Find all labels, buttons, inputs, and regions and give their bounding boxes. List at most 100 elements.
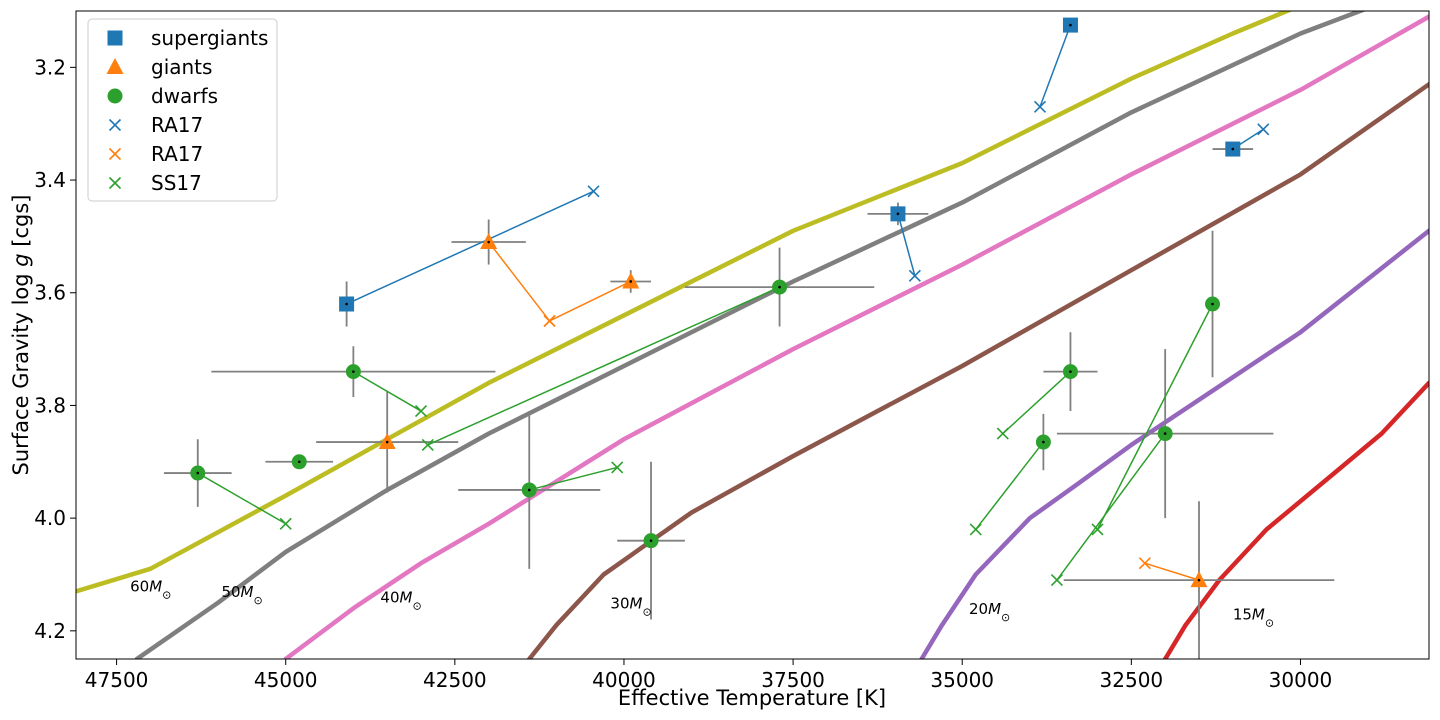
x-tick-label: 47500 (85, 668, 149, 692)
legend-label: SS17 (151, 171, 202, 195)
center-dot (778, 285, 781, 289)
connector-line (197, 472, 287, 525)
x-tick-label: 37500 (761, 668, 825, 692)
center-dot (1042, 440, 1045, 444)
mass-label-20: 20M⊙ (969, 600, 1010, 624)
mass-label-60: 60M⊙ (130, 577, 171, 601)
legend-marker-triangle (106, 58, 124, 74)
connector-line (1144, 562, 1200, 581)
center-dot (352, 370, 355, 373)
center-dot (649, 539, 653, 542)
y-tick-label: 3.4 (34, 168, 66, 192)
x-tick-label: 40000 (592, 668, 656, 692)
legend-marker-circle (107, 88, 123, 104)
x-axis-label: Effective Temperature [K] (618, 686, 886, 710)
y-tick-label: 3.8 (34, 393, 66, 417)
x-tick-label: 35000 (930, 668, 994, 692)
legend-marker-x (108, 176, 122, 190)
literature-connectors (197, 24, 1264, 581)
center-dot (896, 212, 900, 216)
track-50-msun (134, 11, 1367, 659)
literature-x-marker (996, 427, 1009, 440)
x-tick-label: 32500 (1100, 668, 1164, 692)
connector-line (1096, 303, 1214, 530)
legend-label: giants (151, 55, 212, 79)
legend-marker-square (107, 30, 123, 46)
legend-label: dwarfs (151, 84, 218, 108)
literature-x-marker (421, 438, 434, 451)
center-dot (487, 240, 490, 244)
literature-x-marker (908, 269, 921, 282)
literature-x-marker (414, 405, 428, 418)
legend: supergiants giants dwarfs RA17 RA17 SS17 (87, 18, 278, 202)
y-axis-label: Surface Gravity log g [cgs] (9, 195, 33, 476)
literature-x-marker (1091, 523, 1104, 536)
connector-line (1002, 371, 1071, 435)
literature-x-marker (543, 314, 556, 327)
mass-label-30: 30M⊙ (610, 594, 651, 618)
x-tick-label: 45000 (254, 668, 318, 692)
center-dot (196, 471, 200, 475)
center-dot (629, 280, 633, 283)
connector-line (897, 213, 916, 277)
y-axis-label-main: Surface Gravity log (9, 267, 33, 476)
mass-label-15: 15M⊙ (1233, 606, 1274, 630)
literature-x-marker (1033, 100, 1047, 113)
error-bars (163, 148, 1335, 659)
legend-marker-x (108, 147, 122, 161)
legend-marker-x (108, 118, 122, 132)
legend-label: RA17 (151, 113, 203, 137)
center-dot (1069, 370, 1072, 373)
mass-label-40: 40M⊙ (380, 589, 421, 613)
connector-line (346, 190, 594, 305)
plot-frame (75, 10, 1430, 660)
x-axis-ticks: 47500 45000 42500 40000 37500 35000 32500 30000 (85, 659, 1333, 692)
center-dot (527, 488, 531, 492)
y-tick-label: 3.2 (34, 55, 66, 79)
connector-line (529, 466, 618, 491)
y-tick-label: 4.0 (34, 506, 66, 530)
legend-box (87, 18, 278, 202)
literature-x-marker (587, 185, 600, 198)
center-dot (1069, 23, 1072, 27)
track-60-msun (76, 11, 1293, 594)
connector-line (975, 441, 1044, 530)
y-tick-label: 3.6 (34, 281, 66, 305)
center-dot (345, 302, 348, 306)
literature-x-marker (611, 461, 624, 474)
evolutionary-tracks (76, 11, 1429, 659)
center-dot (1231, 147, 1235, 151)
literature-x-marker (969, 523, 982, 536)
connector-line (352, 370, 422, 412)
mass-label-50: 50M⊙ (221, 583, 262, 607)
literature-x-marker (279, 517, 292, 530)
connector-line (1039, 24, 1072, 108)
x-tick-label: 42500 (423, 668, 487, 692)
star-markers (190, 17, 1241, 588)
center-dot (1211, 302, 1214, 306)
legend-label: supergiants (151, 26, 268, 50)
mass-labels: 60M⊙ 50M⊙ 40M⊙ 30M⊙ 20M⊙ 15M⊙ (130, 577, 1274, 629)
legend-label: RA17 (151, 142, 203, 166)
connector-line (427, 286, 780, 446)
center-dot (1197, 578, 1201, 582)
track-15-msun (1162, 380, 1429, 659)
y-axis-label-italic: g (9, 253, 33, 266)
connector-line (488, 241, 551, 322)
literature-x-marker (1050, 574, 1063, 587)
y-axis-label-unit: [cgs] (9, 195, 33, 254)
track-40-msun (283, 14, 1429, 659)
y-axis-ticks: 3.2 3.4 3.6 3.8 4.0 4.2 (34, 55, 76, 643)
track-20-msun (919, 228, 1429, 659)
y-tick-label: 4.2 (34, 619, 66, 643)
x-tick-label: 30000 (1269, 668, 1333, 692)
center-dot (1163, 432, 1167, 435)
connector-line (549, 280, 632, 322)
literature-x-marker (1257, 123, 1270, 136)
center-dot (297, 460, 301, 464)
literature-x-marker (1138, 557, 1151, 570)
track-30-msun (527, 82, 1429, 659)
center-dot (385, 440, 389, 444)
literature-markers (279, 100, 1270, 587)
